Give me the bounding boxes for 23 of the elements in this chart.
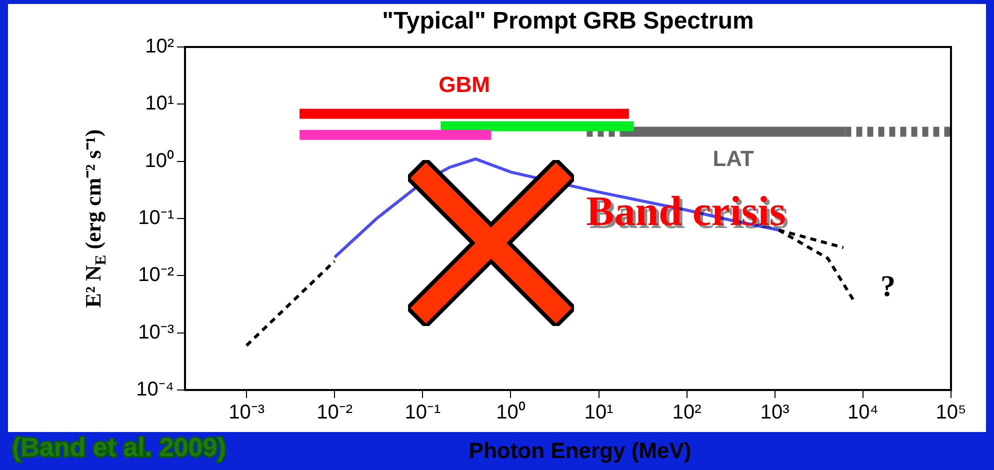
annotation: ?	[880, 270, 896, 303]
y-tick-label: 10⁰	[144, 148, 174, 172]
y-tick-label: 10⁻¹	[138, 207, 174, 230]
x-tick-label: 10¹	[584, 402, 614, 424]
x-tick-label: 10⁴	[848, 402, 878, 424]
x-tick-label: 10³	[760, 402, 790, 424]
y-axis-title: E² NE (erg cm⁻² s⁻¹)	[80, 129, 110, 308]
y-tick-label: 10⁻³	[138, 321, 174, 344]
series-label: GBM	[438, 72, 490, 97]
y-tick-label: 10²	[145, 36, 174, 58]
x-tick-label: 10⁻³	[228, 402, 265, 424]
x-tick-label: 10⁰	[496, 400, 526, 424]
series-label: LAT	[712, 146, 754, 171]
x-tick-label: 10⁵	[936, 402, 966, 424]
x-tick-label: 10²	[672, 402, 702, 424]
text: (Band et al. 2009)	[12, 432, 226, 462]
y-tick-label: 10⁻²	[138, 264, 174, 286]
x-axis-title: Photon Energy (MeV)	[468, 438, 692, 464]
y-tick-label: 10⁻⁴	[136, 378, 174, 401]
x-tick-label: 10⁻¹	[404, 402, 441, 424]
x-tick-label: 10⁻²	[316, 402, 353, 424]
y-tick-label: 10¹	[145, 92, 174, 115]
chart-title: "Typical" Prompt GRB Spectrum	[382, 8, 754, 35]
